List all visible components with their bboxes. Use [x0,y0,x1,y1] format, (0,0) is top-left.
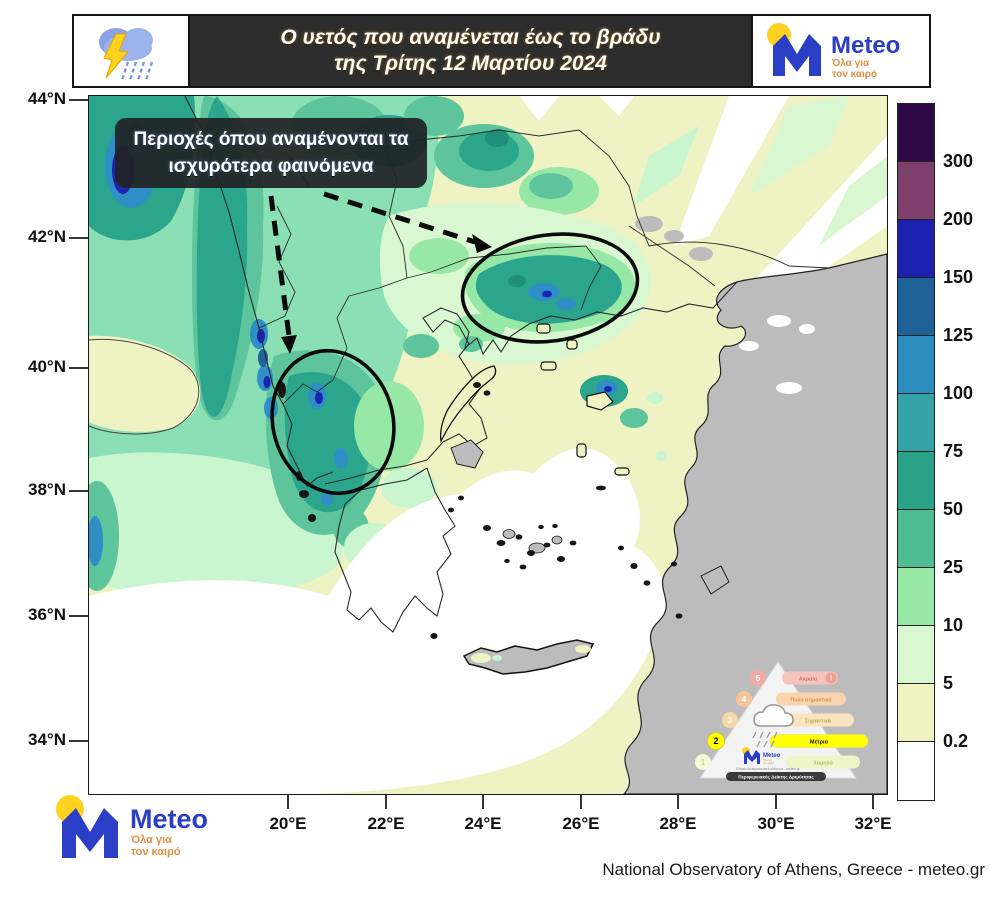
precipitation-legend [897,103,935,801]
legend-cell-5-10 [898,626,934,684]
pyramid-label-3: Σημαντικά [805,719,832,725]
title-line-2: της Τρίτης 12 Μαρτίου 2024 [334,52,607,75]
y-tick-label-38n: 38°N [28,480,66,499]
legend-label-50: 50 [943,499,964,519]
legend-cell-02-5 [898,684,934,742]
footer-logo-wordmark: Meteo [130,804,208,834]
x-tick-label-28e: 28°E [659,814,697,833]
x-tick-28e [677,793,679,809]
svg-text:τον καιρό: τον καιρό [832,69,877,80]
arrowhead-epirus [281,335,297,354]
legend-label-300: 300 [943,151,974,171]
x-tick-label-26e: 26°E [562,814,600,833]
x-tick-label-20e: 20°E [269,814,307,833]
meteo-logo-footer: Meteo Όλα για τον καιρό [48,792,248,869]
y-tick-label-42n: 42°N [28,227,66,246]
x-tick-22e [385,793,387,809]
svg-text:Όλα για: Όλα για [762,758,772,762]
map-title: Ο υετός που αναμένεται έως το βράδυ της … [190,16,751,86]
x-tick-30e [775,793,777,809]
y-tick-label-44n: 44°N [28,89,66,108]
legend-label-5: 5 [943,673,954,693]
x-tick-20e [287,793,289,809]
pyramid-exclamation-icon: ! [830,676,832,683]
y-tick-40n [69,367,88,369]
annotation-line-2: ισχυρότερα φαινόμενα [168,156,374,177]
x-tick-26e [580,793,582,809]
x-tick-label-32e: 32°E [854,814,892,833]
severity-pyramid: Ακραία ! Πολύ σημαντικά Σημαντικά Μέτρια… [690,648,890,790]
legend-label-125: 125 [943,325,974,345]
legend-label-75: 75 [943,441,964,461]
legend-cell-75-100 [898,394,934,452]
meteo-logo-icon: Meteo Όλα για τον καιρό [767,23,900,80]
arrowhead-thrace [472,234,492,253]
x-tick-32e [872,793,874,809]
legend-cell-100-125 [898,336,934,394]
header-banner: Ο υετός που αναμένεται έως το βράδυ της … [72,14,931,88]
y-tick-44n [69,99,88,101]
y-tick-42n [69,237,88,239]
highlight-ellipse-thrace [460,232,640,344]
meteo-logo-header: Meteo Όλα για τον καιρό [751,16,929,86]
y-tick-label-34n: 34°N [28,730,66,749]
pyramid-label-5: Ακραία [799,677,818,683]
x-tick-24e [482,793,484,809]
annotation-line-1: Περιοχές όπου αναμένονται τα [133,129,409,150]
legend-cell-125-150 [898,278,934,336]
legend-cell-200-300 [898,162,934,220]
legend-label-200: 200 [943,209,974,229]
legend-cell-300plus [898,104,934,162]
legend-label-10: 10 [943,615,964,635]
y-tick-label-36n: 36°N [28,605,66,624]
pyramid-label-4: Πολύ σημαντικά [790,698,832,704]
pyramid-num-5: 5 [756,673,761,683]
title-line-1: Ο υετός που αναμένεται έως το βράδυ [280,26,661,49]
pyramid-num-3: 3 [728,715,733,725]
pyramid-caption: Περιφερειακός Δείκτης Δριμύτητας [738,775,814,781]
pyramid-label-1: Χαμηλά [813,761,833,767]
legend-label-150: 150 [943,267,974,287]
arrow-to-thrace [323,191,476,245]
rain-cloud-icon [752,704,794,748]
annotation-callout: Περιοχές όπου αναμένονται τα ισχυρότερα … [115,118,427,188]
pyramid-label-2-active: Μέτρια [810,740,829,746]
storm-cloud-lightning-rain-icon [99,28,154,81]
legend-cell-10-25 [898,568,934,626]
legend-cell-50-75 [898,452,934,510]
y-tick-label-40n: 40°N [28,357,66,376]
svg-text:Meteo: Meteo [763,753,781,759]
legend-cell-0-02 [898,742,934,800]
legend-label-100: 100 [943,383,974,403]
svg-text:τον καιρό: τον καιρό [131,846,181,858]
legend-cell-150-200 [898,220,934,278]
x-tick-label-24e: 24°E [464,814,502,833]
storm-icon-box [74,16,190,86]
attribution-text: National Observatory of Athens, Greece -… [602,860,985,879]
logo-wordmark: Meteo [831,32,900,59]
y-tick-34n [69,740,88,742]
pyramid-org-line: Εθνικό Αστεροσκοπείο Αθηνών - meteo.gr [736,767,800,771]
highlight-ellipse-epirus [270,348,396,496]
legend-label-02: 0.2 [943,731,969,751]
precipitation-map-canvas [75,95,888,795]
pyramid-num-4: 4 [742,694,747,704]
pyramid-mini-logo: Meteo Όλα για τον καιρό [742,747,781,765]
x-tick-label-22e: 22°E [367,814,405,833]
legend-label-25: 25 [943,557,964,577]
pyramid-num-1: 1 [701,757,706,767]
svg-text:Όλα για: Όλα για [831,58,870,69]
legend-cell-25-50 [898,510,934,568]
pyramid-num-2-active: 2 [713,736,718,746]
x-tick-label-30e: 30°E [757,814,795,833]
y-tick-36n [69,615,88,617]
svg-text:Όλα για: Όλα για [130,834,172,846]
svg-text:τον καιρό: τον καιρό [763,761,774,765]
y-tick-38n [69,490,88,492]
